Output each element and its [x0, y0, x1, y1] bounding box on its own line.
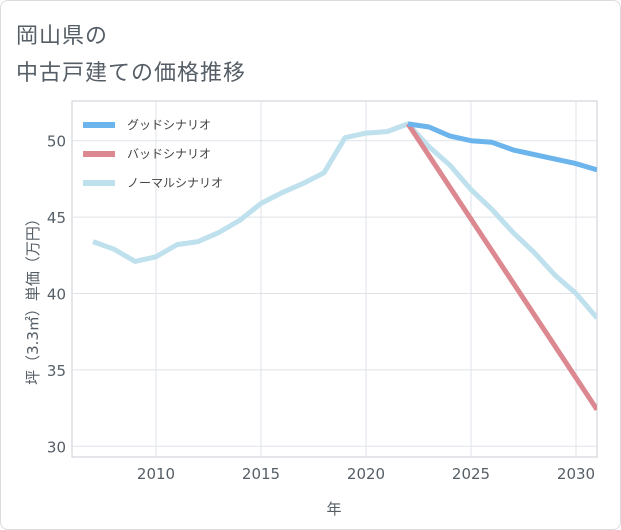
axis-ticks: 2010 2015 2020 2025 2030 30 35 40 45 50 — [47, 133, 595, 483]
y-tick-label: 45 — [47, 209, 66, 227]
x-tick-label: 2020 — [347, 465, 385, 483]
series-line-2 — [92, 121, 597, 320]
x-tick-label: 2010 — [137, 465, 175, 483]
y-tick-label: 50 — [47, 133, 66, 151]
y-tick-label: 35 — [47, 362, 66, 380]
x-axis-label: 年 — [326, 500, 341, 518]
series-lines — [92, 121, 597, 411]
x-tick-label: 2025 — [452, 465, 490, 483]
chart-title-line-2: 中古戸建ての価格推移 — [16, 61, 247, 86]
series-line-1 — [405, 122, 597, 411]
legend-label: バッドシナリオ — [127, 147, 211, 161]
legend-label: ノーマルシナリオ — [127, 176, 223, 190]
chart-title-line-1: 岡山県の — [16, 24, 109, 49]
legend-label: グッドシナリオ — [127, 118, 211, 132]
y-axis-label: 坪（3.3㎡）単価（万円） — [24, 211, 42, 385]
x-tick-label: 2015 — [242, 465, 280, 483]
gridlines — [72, 101, 597, 457]
y-tick-label: 30 — [47, 438, 66, 456]
y-tick-label: 40 — [47, 286, 66, 304]
x-tick-label: 2030 — [557, 465, 595, 483]
series-line-0 — [407, 121, 597, 173]
